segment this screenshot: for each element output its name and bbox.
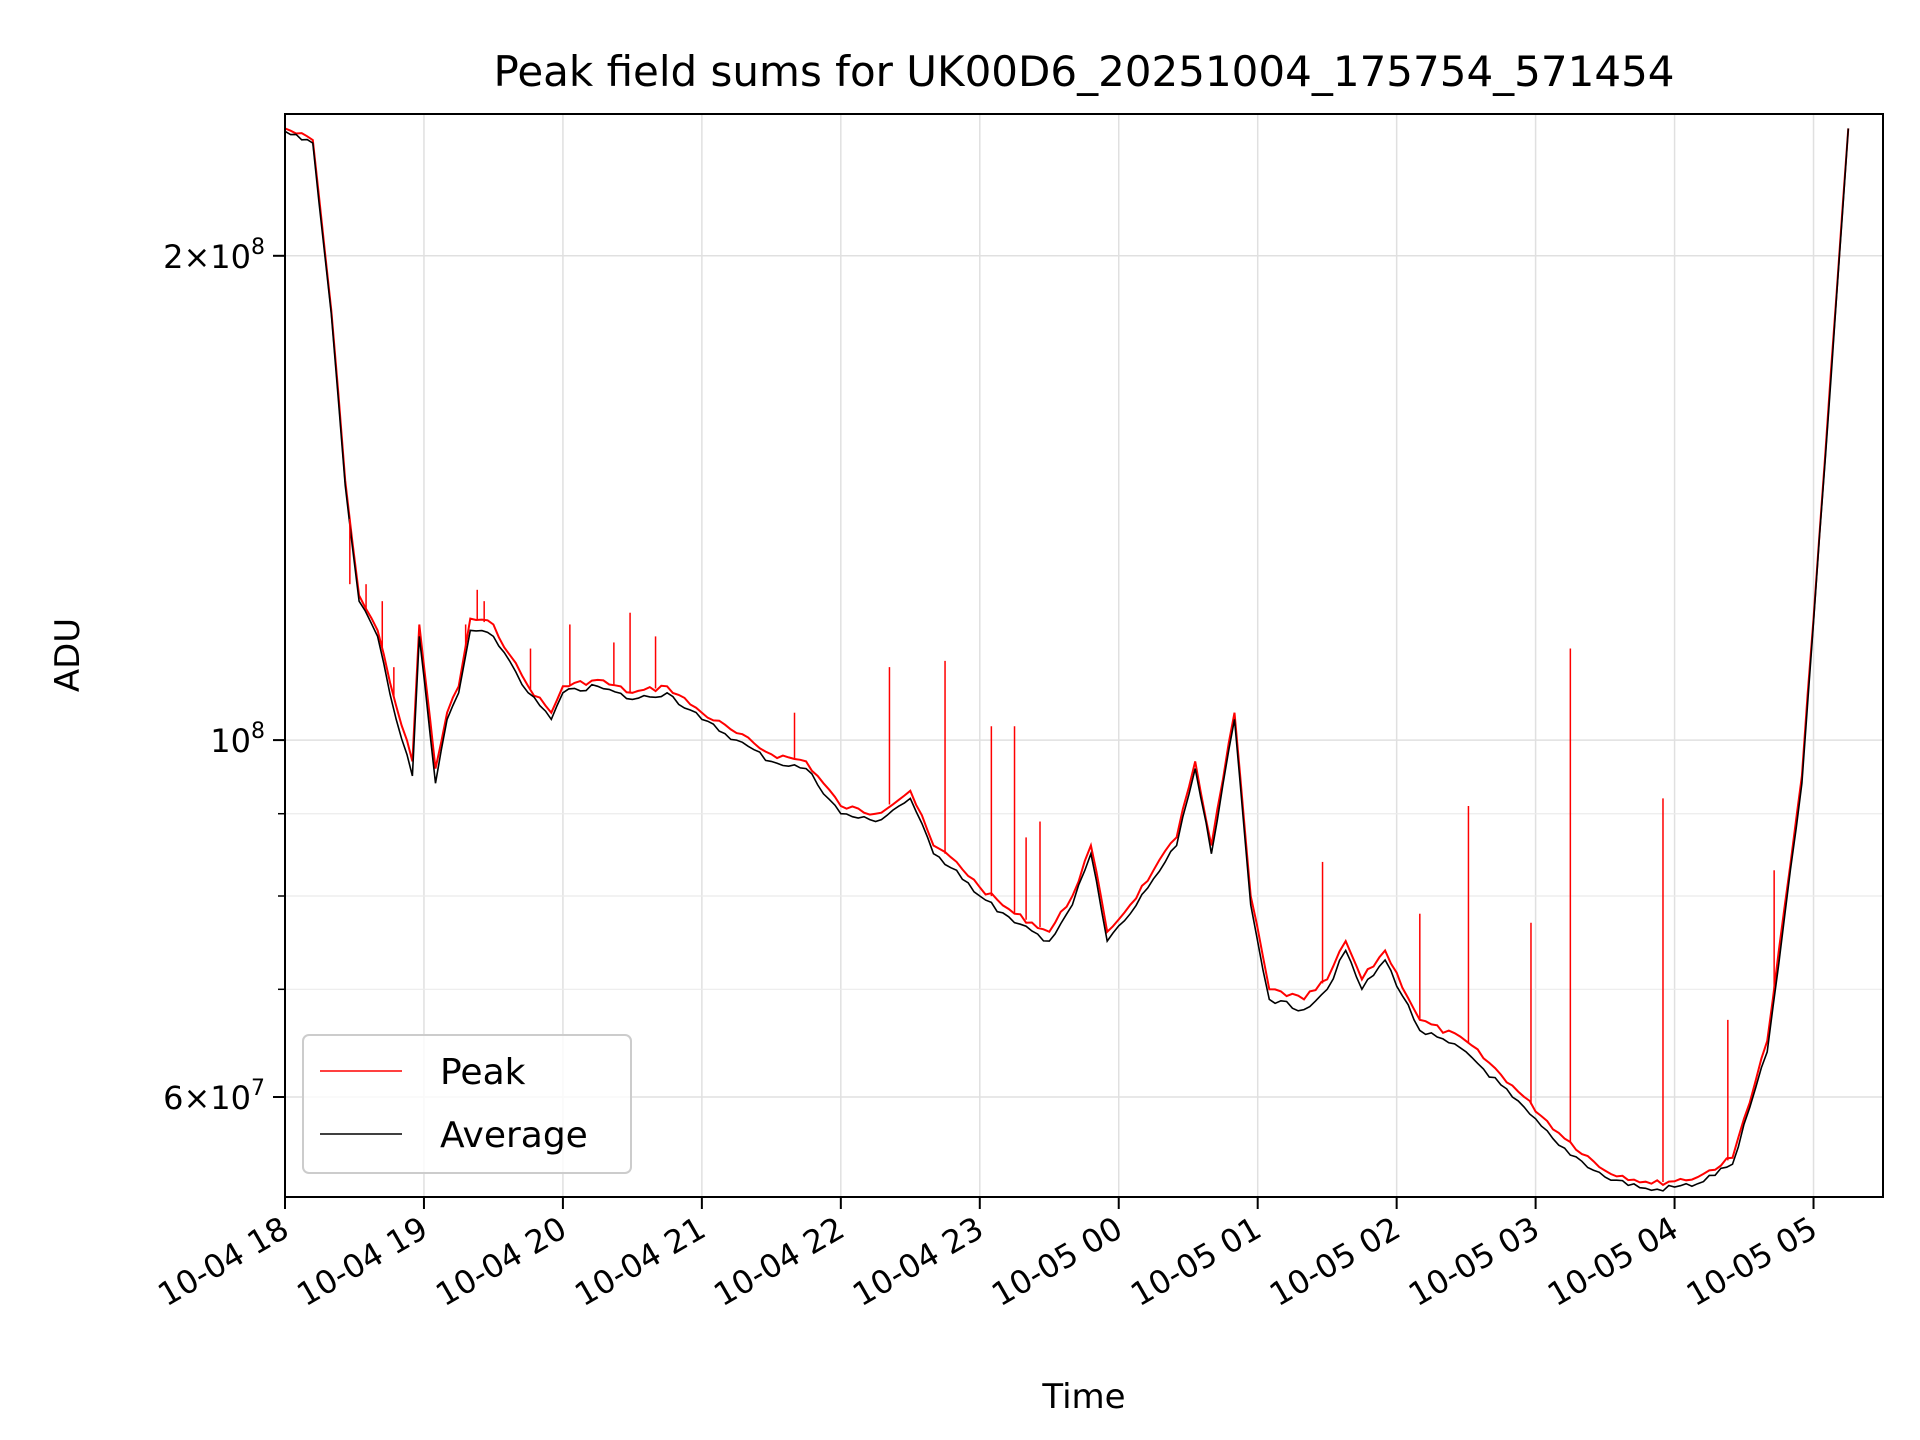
legend-label-average: Average xyxy=(440,1115,588,1156)
x-axis-label: Time xyxy=(1041,1377,1125,1417)
series-layer xyxy=(285,127,1850,1192)
plot-frame xyxy=(284,113,1884,1198)
y-tick-label: 6×107 xyxy=(163,1076,265,1117)
chart-title: Peak field sums for UK00D6_20251004_1757… xyxy=(493,47,1674,96)
series-line-average xyxy=(285,128,1850,1192)
y-tick-label: 108 xyxy=(210,719,265,760)
grid xyxy=(284,114,1883,1197)
series-line-peak xyxy=(285,127,1850,1187)
y-tick-label: 2×108 xyxy=(163,235,265,276)
legend-box xyxy=(302,1034,632,1174)
legend: Peak Average xyxy=(302,1034,632,1174)
legend-label-peak: Peak xyxy=(440,1052,526,1093)
y-axis-label: ADU xyxy=(48,618,88,692)
